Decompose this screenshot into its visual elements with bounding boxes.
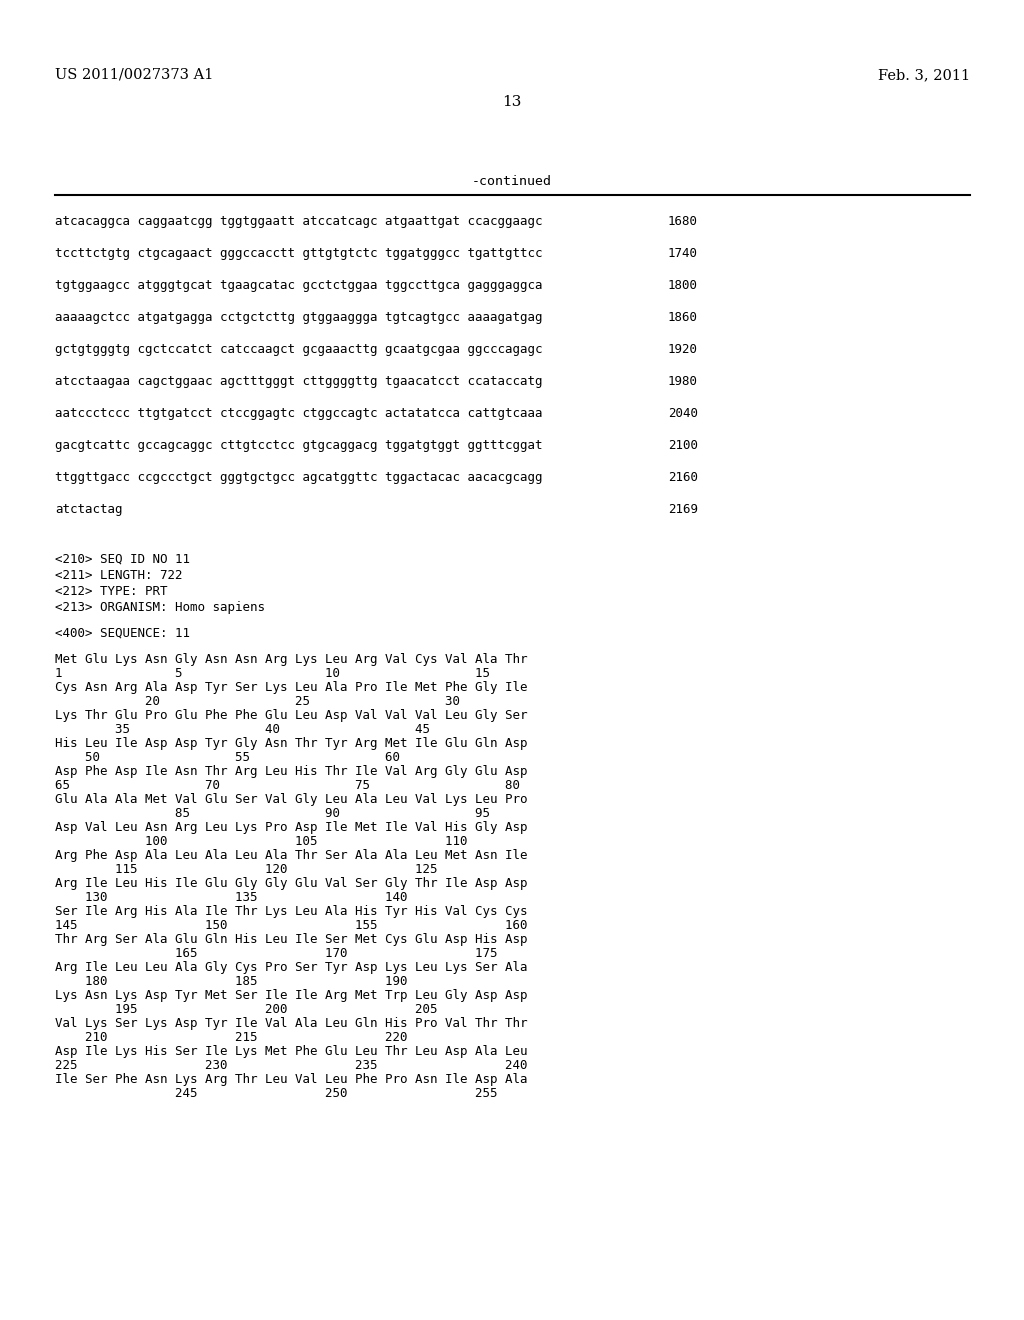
Text: Lys Asn Lys Asp Tyr Met Ser Ile Ile Arg Met Trp Leu Gly Asp Asp: Lys Asn Lys Asp Tyr Met Ser Ile Ile Arg … [55, 989, 527, 1002]
Text: Val Lys Ser Lys Asp Tyr Ile Val Ala Leu Gln His Pro Val Thr Thr: Val Lys Ser Lys Asp Tyr Ile Val Ala Leu … [55, 1016, 527, 1030]
Text: Ile Ser Phe Asn Lys Arg Thr Leu Val Leu Phe Pro Asn Ile Asp Ala: Ile Ser Phe Asn Lys Arg Thr Leu Val Leu … [55, 1073, 527, 1086]
Text: 1980: 1980 [668, 375, 698, 388]
Text: 1860: 1860 [668, 312, 698, 323]
Text: gacgtcattc gccagcaggc cttgtcctcc gtgcaggacg tggatgtggt ggtttcggat: gacgtcattc gccagcaggc cttgtcctcc gtgcagg… [55, 440, 543, 451]
Text: Met Glu Lys Asn Gly Asn Asn Arg Lys Leu Arg Val Cys Val Ala Thr: Met Glu Lys Asn Gly Asn Asn Arg Lys Leu … [55, 653, 527, 667]
Text: US 2011/0027373 A1: US 2011/0027373 A1 [55, 69, 213, 82]
Text: 1740: 1740 [668, 247, 698, 260]
Text: 130                 135                 140: 130 135 140 [55, 891, 408, 904]
Text: Arg Ile Leu Leu Ala Gly Cys Pro Ser Tyr Asp Lys Leu Lys Ser Ala: Arg Ile Leu Leu Ala Gly Cys Pro Ser Tyr … [55, 961, 527, 974]
Text: Asp Ile Lys His Ser Ile Lys Met Phe Glu Leu Thr Leu Asp Ala Leu: Asp Ile Lys His Ser Ile Lys Met Phe Glu … [55, 1045, 527, 1059]
Text: 180                 185                 190: 180 185 190 [55, 975, 408, 987]
Text: 145                 150                 155                 160: 145 150 155 160 [55, 919, 527, 932]
Text: <210> SEQ ID NO 11: <210> SEQ ID NO 11 [55, 553, 190, 566]
Text: atctactag: atctactag [55, 503, 123, 516]
Text: 13: 13 [503, 95, 521, 110]
Text: 195                 200                 205: 195 200 205 [55, 1003, 437, 1016]
Text: aatccctccc ttgtgatcct ctccggagtc ctggccagtc actatatcca cattgtcaaa: aatccctccc ttgtgatcct ctccggagtc ctggcca… [55, 407, 543, 420]
Text: 50                  55                  60: 50 55 60 [55, 751, 400, 764]
Text: 1920: 1920 [668, 343, 698, 356]
Text: 165                 170                 175: 165 170 175 [55, 946, 498, 960]
Text: 35                  40                  45: 35 40 45 [55, 723, 430, 737]
Text: Arg Ile Leu His Ile Glu Gly Gly Glu Val Ser Gly Thr Ile Asp Asp: Arg Ile Leu His Ile Glu Gly Gly Glu Val … [55, 876, 527, 890]
Text: 2100: 2100 [668, 440, 698, 451]
Text: atcacaggca caggaatcgg tggtggaatt atccatcagc atgaattgat ccacggaagc: atcacaggca caggaatcgg tggtggaatt atccatc… [55, 215, 543, 228]
Text: 210                 215                 220: 210 215 220 [55, 1031, 408, 1044]
Text: 2160: 2160 [668, 471, 698, 484]
Text: 65                  70                  75                  80: 65 70 75 80 [55, 779, 520, 792]
Text: Glu Ala Ala Met Val Glu Ser Val Gly Leu Ala Leu Val Lys Leu Pro: Glu Ala Ala Met Val Glu Ser Val Gly Leu … [55, 793, 527, 807]
Text: <211> LENGTH: 722: <211> LENGTH: 722 [55, 569, 182, 582]
Text: His Leu Ile Asp Asp Tyr Gly Asn Thr Tyr Arg Met Ile Glu Gln Asp: His Leu Ile Asp Asp Tyr Gly Asn Thr Tyr … [55, 737, 527, 750]
Text: 245                 250                 255: 245 250 255 [55, 1086, 498, 1100]
Text: <400> SEQUENCE: 11: <400> SEQUENCE: 11 [55, 627, 190, 640]
Text: gctgtgggtg cgctccatct catccaagct gcgaaacttg gcaatgcgaa ggcccagagc: gctgtgggtg cgctccatct catccaagct gcgaaac… [55, 343, 543, 356]
Text: Lys Thr Glu Pro Glu Phe Phe Glu Leu Asp Val Val Val Leu Gly Ser: Lys Thr Glu Pro Glu Phe Phe Glu Leu Asp … [55, 709, 527, 722]
Text: tccttctgtg ctgcagaact gggccacctt gttgtgtctc tggatgggcc tgattgttcc: tccttctgtg ctgcagaact gggccacctt gttgtgt… [55, 247, 543, 260]
Text: Cys Asn Arg Ala Asp Tyr Ser Lys Leu Ala Pro Ile Met Phe Gly Ile: Cys Asn Arg Ala Asp Tyr Ser Lys Leu Ala … [55, 681, 527, 694]
Text: Thr Arg Ser Ala Glu Gln His Leu Ile Ser Met Cys Glu Asp His Asp: Thr Arg Ser Ala Glu Gln His Leu Ile Ser … [55, 933, 527, 946]
Text: 115                 120                 125: 115 120 125 [55, 863, 437, 876]
Text: ttggttgacc ccgccctgct gggtgctgcc agcatggttc tggactacac aacacgcagg: ttggttgacc ccgccctgct gggtgctgcc agcatgg… [55, 471, 543, 484]
Text: 100                 105                 110: 100 105 110 [55, 836, 468, 847]
Text: Ser Ile Arg His Ala Ile Thr Lys Leu Ala His Tyr His Val Cys Cys: Ser Ile Arg His Ala Ile Thr Lys Leu Ala … [55, 906, 527, 917]
Text: -continued: -continued [472, 176, 552, 187]
Text: 1680: 1680 [668, 215, 698, 228]
Text: 225                 230                 235                 240: 225 230 235 240 [55, 1059, 527, 1072]
Text: tgtggaagcc atgggtgcat tgaagcatac gcctctggaa tggccttgca gagggaggca: tgtggaagcc atgggtgcat tgaagcatac gcctctg… [55, 279, 543, 292]
Text: 1800: 1800 [668, 279, 698, 292]
Text: Asp Phe Asp Ile Asn Thr Arg Leu His Thr Ile Val Arg Gly Glu Asp: Asp Phe Asp Ile Asn Thr Arg Leu His Thr … [55, 766, 527, 777]
Text: Asp Val Leu Asn Arg Leu Lys Pro Asp Ile Met Ile Val His Gly Asp: Asp Val Leu Asn Arg Leu Lys Pro Asp Ile … [55, 821, 527, 834]
Text: <212> TYPE: PRT: <212> TYPE: PRT [55, 585, 168, 598]
Text: aaaaagctcc atgatgagga cctgctcttg gtggaaggga tgtcagtgcc aaaagatgag: aaaaagctcc atgatgagga cctgctcttg gtggaag… [55, 312, 543, 323]
Text: 2040: 2040 [668, 407, 698, 420]
Text: 1               5                   10                  15: 1 5 10 15 [55, 667, 490, 680]
Text: <213> ORGANISM: Homo sapiens: <213> ORGANISM: Homo sapiens [55, 601, 265, 614]
Text: 2169: 2169 [668, 503, 698, 516]
Text: Arg Phe Asp Ala Leu Ala Leu Ala Thr Ser Ala Ala Leu Met Asn Ile: Arg Phe Asp Ala Leu Ala Leu Ala Thr Ser … [55, 849, 527, 862]
Text: 20                  25                  30: 20 25 30 [55, 696, 460, 708]
Text: Feb. 3, 2011: Feb. 3, 2011 [878, 69, 970, 82]
Text: atcctaagaa cagctggaac agctttgggt cttggggttg tgaacatcct ccataccatg: atcctaagaa cagctggaac agctttgggt cttgggg… [55, 375, 543, 388]
Text: 85                  90                  95: 85 90 95 [55, 807, 490, 820]
